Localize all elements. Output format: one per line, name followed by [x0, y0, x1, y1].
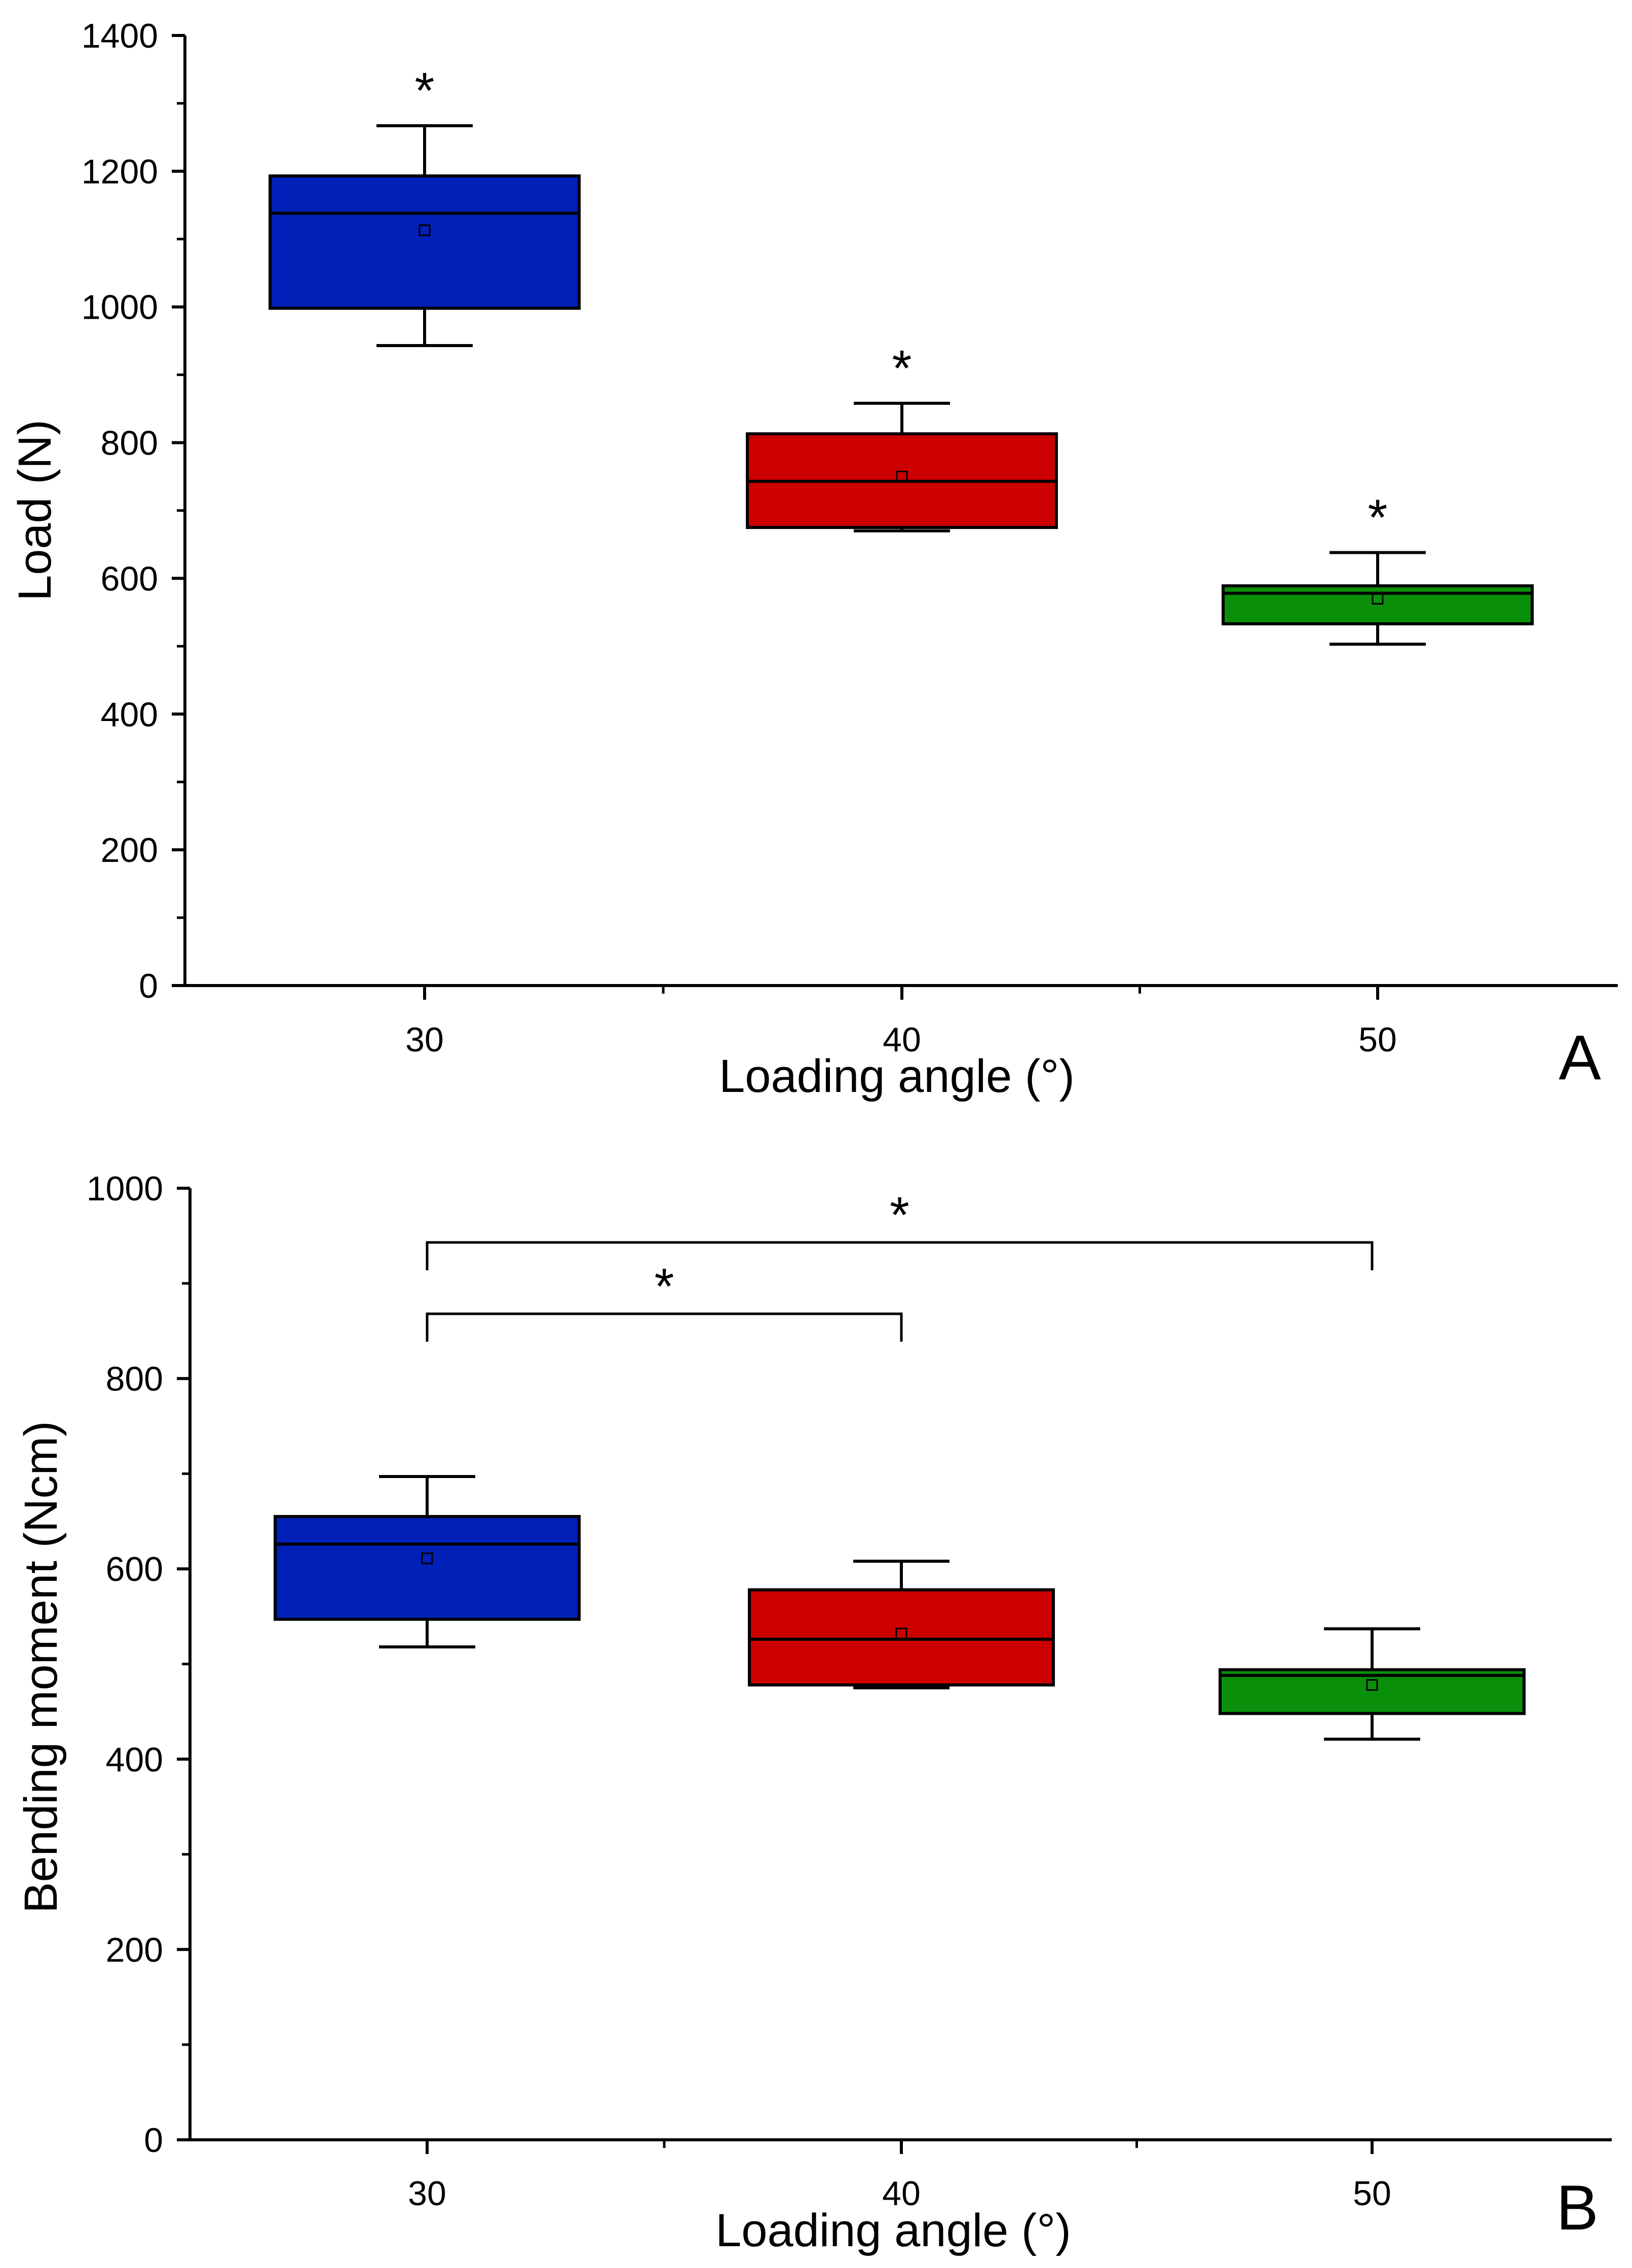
significance-star: *: [655, 1258, 674, 1315]
mean-marker: [896, 471, 908, 483]
bracket-line: [426, 1241, 1374, 1271]
y-tick-label: 200: [106, 1931, 163, 1969]
box-body: [1222, 584, 1534, 626]
y-tick-label: 1000: [82, 288, 158, 327]
box-40: [748, 1560, 1055, 1689]
x-tick-label: 50: [1353, 2174, 1391, 2213]
y-tick-label: 1200: [82, 153, 158, 191]
significance-star: *: [415, 62, 435, 119]
box-30: [274, 1475, 581, 1649]
significance-bracket: *: [426, 1187, 1374, 1271]
panel-a-y-axis-title: Load (N): [9, 420, 61, 601]
panel-b-letter: B: [1556, 2173, 1598, 2243]
mean-marker: [419, 224, 431, 236]
y-tick-label: 0: [139, 967, 158, 1005]
panel-a: 0 200 400 600 800 1000 1200 1400 30 40 50 * * * Loa…: [9, 17, 1618, 1102]
panel-a-x-axis-title: Loading angle (°): [719, 1050, 1075, 1102]
panel-b-y-ticks: 0 200 400 600 800 1000: [87, 1169, 190, 2160]
mean-marker: [1372, 593, 1384, 605]
x-tick-label: 40: [882, 2174, 921, 2213]
y-tick-label: 0: [144, 2121, 163, 2160]
significance-star: *: [892, 340, 912, 397]
mean-marker: [895, 1628, 907, 1640]
box-50: [1219, 1627, 1526, 1741]
panel-a-x-ticks: 30 40 50: [405, 986, 1397, 1059]
panel-b-x-axis-title: Loading angle (°): [715, 2205, 1071, 2256]
x-tick-label: 50: [1358, 1020, 1397, 1059]
box-body: [748, 1588, 1055, 1687]
bracket-line: [426, 1312, 903, 1342]
x-tick-label: 40: [883, 1020, 921, 1059]
box-body: [274, 1515, 581, 1621]
y-tick-label: 400: [106, 1741, 163, 1779]
mean-marker: [421, 1553, 433, 1565]
significance-bracket: *: [426, 1258, 903, 1342]
panel-a-letter: A: [1559, 1023, 1601, 1093]
x-tick-label: 30: [405, 1020, 444, 1059]
y-tick-label: 800: [101, 424, 158, 463]
y-tick-label: 600: [106, 1550, 163, 1589]
y-tick-label: 1400: [82, 17, 158, 55]
x-tick-label: 30: [408, 2174, 446, 2213]
box-30: [269, 124, 581, 348]
panel-a-boxes: [269, 124, 1534, 646]
y-tick-label: 400: [101, 695, 158, 734]
y-tick-label: 600: [101, 559, 158, 598]
box-40: [746, 401, 1058, 533]
y-tick-label: 200: [101, 831, 158, 870]
panel-b-y-axis-title: Bending moment (Ncm): [15, 1421, 67, 1913]
mean-marker: [1366, 1679, 1378, 1691]
panel-b-x-ticks: 30 40 50: [408, 2140, 1391, 2213]
box-50: [1222, 551, 1534, 646]
panel-a-y-ticks: 0 200 400 600 800 1000 1200 1400: [82, 17, 185, 1005]
significance-star: *: [890, 1187, 909, 1243]
panel-b-annotations: **: [426, 1187, 1374, 1342]
significance-star: *: [1368, 489, 1388, 546]
box-body: [1219, 1668, 1526, 1715]
y-tick-label: 1000: [87, 1169, 163, 1208]
box-body: [269, 174, 581, 310]
panel-a-annotations: * * *: [415, 62, 1388, 546]
y-tick-label: 800: [106, 1360, 163, 1398]
panel-b-boxes: [274, 1475, 1526, 1741]
